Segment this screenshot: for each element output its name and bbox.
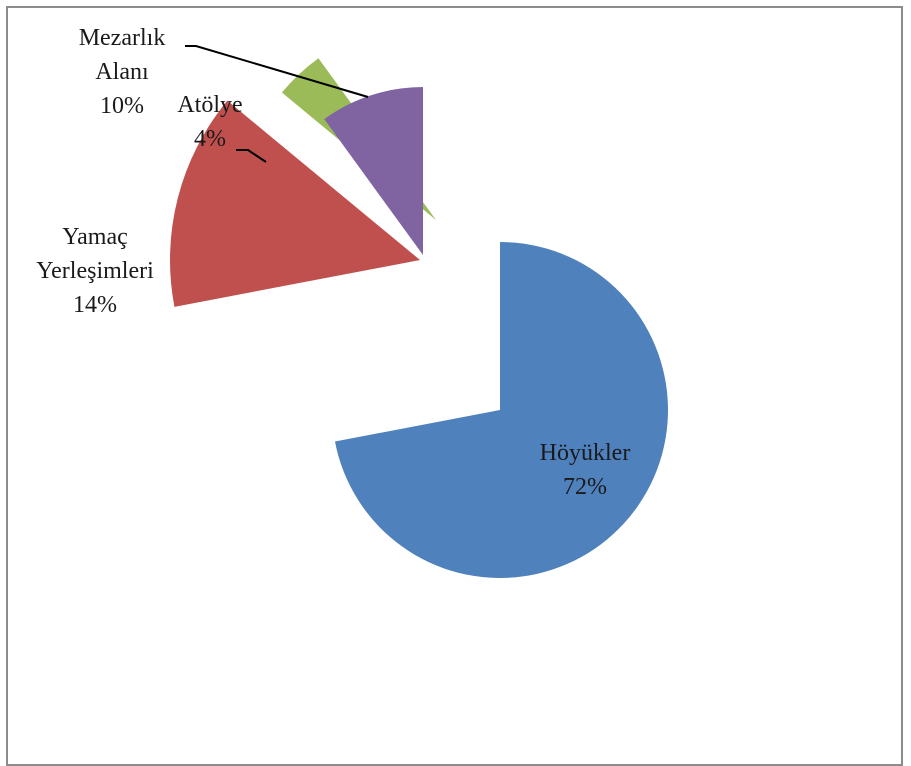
leader-line-atolye bbox=[236, 149, 267, 163]
chart-frame bbox=[6, 6, 903, 766]
pie-slice-yamac-yerlesimleri bbox=[170, 100, 420, 307]
leader-line-mezarlik-alani bbox=[185, 45, 369, 98]
category-label: Mezarlık bbox=[79, 25, 166, 51]
category-label: Atölye bbox=[177, 92, 242, 118]
data-label-mezarlik-alani: Mezarlık Alanı 10% bbox=[79, 25, 166, 119]
category-label: Höyükler bbox=[540, 440, 631, 466]
slice-labels: Höyükler 72% Yamaç Yerleşimleri 14% Atölye 4% M… bbox=[36, 25, 630, 500]
pie-slice-hoyukler bbox=[334, 242, 668, 578]
category-label: Alanı bbox=[95, 59, 149, 85]
pie-chart: Höyükler 72% Yamaç Yerleşimleri 14% Atölye 4% M… bbox=[36, 25, 668, 578]
category-label: Yerleşimleri bbox=[36, 258, 154, 284]
value-label: 72% bbox=[563, 474, 607, 500]
category-label: Yamaç bbox=[62, 224, 128, 250]
data-label-hoyukler: Höyükler 72% bbox=[540, 440, 631, 500]
pie-slices bbox=[170, 58, 668, 578]
value-label: 4% bbox=[194, 126, 226, 152]
value-label: 14% bbox=[73, 292, 117, 318]
value-label: 10% bbox=[100, 93, 144, 119]
pie-slice-mezarlik-alani bbox=[324, 87, 423, 255]
leader-lines bbox=[185, 45, 369, 163]
data-label-atolye: Atölye 4% bbox=[177, 92, 242, 152]
data-label-yamac-yerlesimleri: Yamaç Yerleşimleri 14% bbox=[36, 224, 154, 318]
